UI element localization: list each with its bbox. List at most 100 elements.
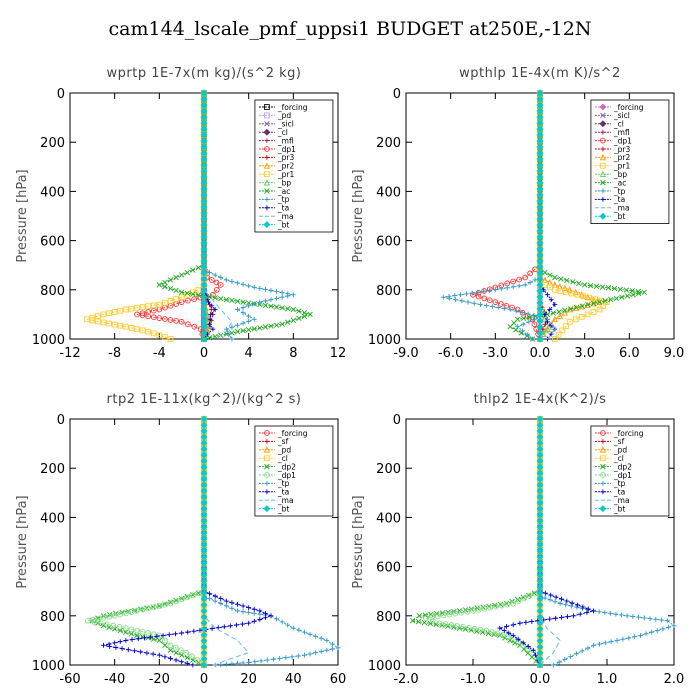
data-point [563, 323, 569, 329]
data-point [111, 321, 118, 328]
legend-marker [264, 104, 270, 110]
data-point [245, 327, 252, 333]
data-point [630, 292, 636, 298]
legend-label: _dp2 [613, 462, 632, 471]
data-point [185, 629, 191, 635]
data-point [487, 288, 492, 294]
data-point [602, 610, 608, 615]
data-point [156, 652, 162, 658]
legend-label: _forcing [613, 103, 644, 112]
data-point [542, 269, 548, 276]
data-point [545, 319, 550, 325]
data-point [117, 611, 124, 618]
legend-marker [263, 128, 271, 136]
data-point [110, 622, 117, 629]
data-point [574, 604, 580, 610]
panel-1: wprtp 1E-7x(m kg)/(s^2 kg) Pressure [hPa]… [15, 66, 346, 361]
data-point [510, 633, 516, 638]
data-point [101, 642, 106, 648]
data-point [559, 327, 566, 334]
legend-label: _tp [613, 479, 626, 488]
data-point [285, 319, 291, 325]
data-point [207, 596, 212, 601]
data-point [246, 313, 252, 319]
data-point [630, 614, 636, 619]
x-tick-label: -3.0 [483, 346, 508, 361]
data-point [229, 324, 235, 330]
legend-label: _dp2 [277, 462, 296, 471]
data-point [532, 316, 537, 322]
x-tick-label: -20 [149, 672, 170, 687]
data-point [562, 656, 568, 662]
data-point [139, 628, 146, 635]
data-point [575, 602, 580, 608]
data-point [572, 316, 579, 323]
data-point [559, 596, 564, 602]
data-point [429, 614, 435, 621]
data-point [173, 657, 179, 663]
data-point [600, 302, 607, 309]
data-point [524, 333, 530, 339]
data-point [614, 638, 620, 643]
data-point [271, 656, 276, 662]
series-pr1 [83, 90, 207, 342]
data-point [279, 321, 285, 327]
data-point [504, 624, 509, 629]
data-point [145, 309, 152, 315]
data-point [586, 294, 592, 301]
legend-marker [264, 472, 270, 478]
data-point [223, 661, 229, 667]
legend-marker [264, 439, 270, 444]
legend: _forcing_sicl_cl_mfl_dp1_pr3_pr2_pr1_bp_… [590, 99, 670, 224]
data-point [223, 603, 229, 609]
legend-marker [600, 112, 606, 119]
data-point [150, 314, 157, 321]
legend-label: _bp [277, 178, 292, 187]
data-point [581, 282, 588, 288]
data-point [184, 594, 191, 601]
data-point [515, 324, 521, 330]
data-point [510, 278, 517, 285]
data-point [145, 313, 152, 320]
data-point [290, 625, 296, 631]
data-point [302, 629, 307, 635]
series-line [411, 419, 541, 666]
data-point [252, 659, 258, 665]
data-point [111, 309, 118, 315]
x-tick-label: 9.0 [664, 346, 685, 361]
data-point [557, 601, 563, 606]
data-point [167, 600, 174, 607]
data-point [213, 286, 220, 293]
data-point [296, 308, 302, 314]
y-tick-label: 800 [376, 610, 401, 625]
data-point [307, 311, 313, 318]
data-point [324, 647, 330, 653]
data-point [638, 633, 643, 638]
data-point [234, 298, 241, 304]
data-point [156, 315, 163, 321]
data-point [128, 305, 135, 312]
data-point [97, 620, 104, 627]
data-point [548, 297, 554, 303]
data-point [434, 613, 441, 620]
data-point [526, 319, 532, 325]
data-point [465, 624, 472, 631]
data-point [106, 310, 112, 317]
data-point [116, 624, 123, 630]
data-point [520, 315, 527, 322]
legend-label: _dp1 [277, 145, 296, 154]
data-point [173, 296, 179, 302]
data-point [555, 331, 562, 338]
data-point [234, 622, 239, 628]
data-point [542, 590, 548, 596]
data-point [167, 647, 174, 653]
data-point [436, 620, 443, 627]
data-point [251, 316, 257, 322]
data-point [213, 279, 220, 286]
legend-marker [599, 170, 607, 178]
legend-label: _sf [277, 437, 289, 446]
legend-label: _ma [277, 496, 294, 505]
panel-title: thlp2 1E-4x(K^2)/s [474, 392, 607, 407]
data-point [240, 310, 246, 316]
y-tick-label: 600 [40, 561, 65, 576]
